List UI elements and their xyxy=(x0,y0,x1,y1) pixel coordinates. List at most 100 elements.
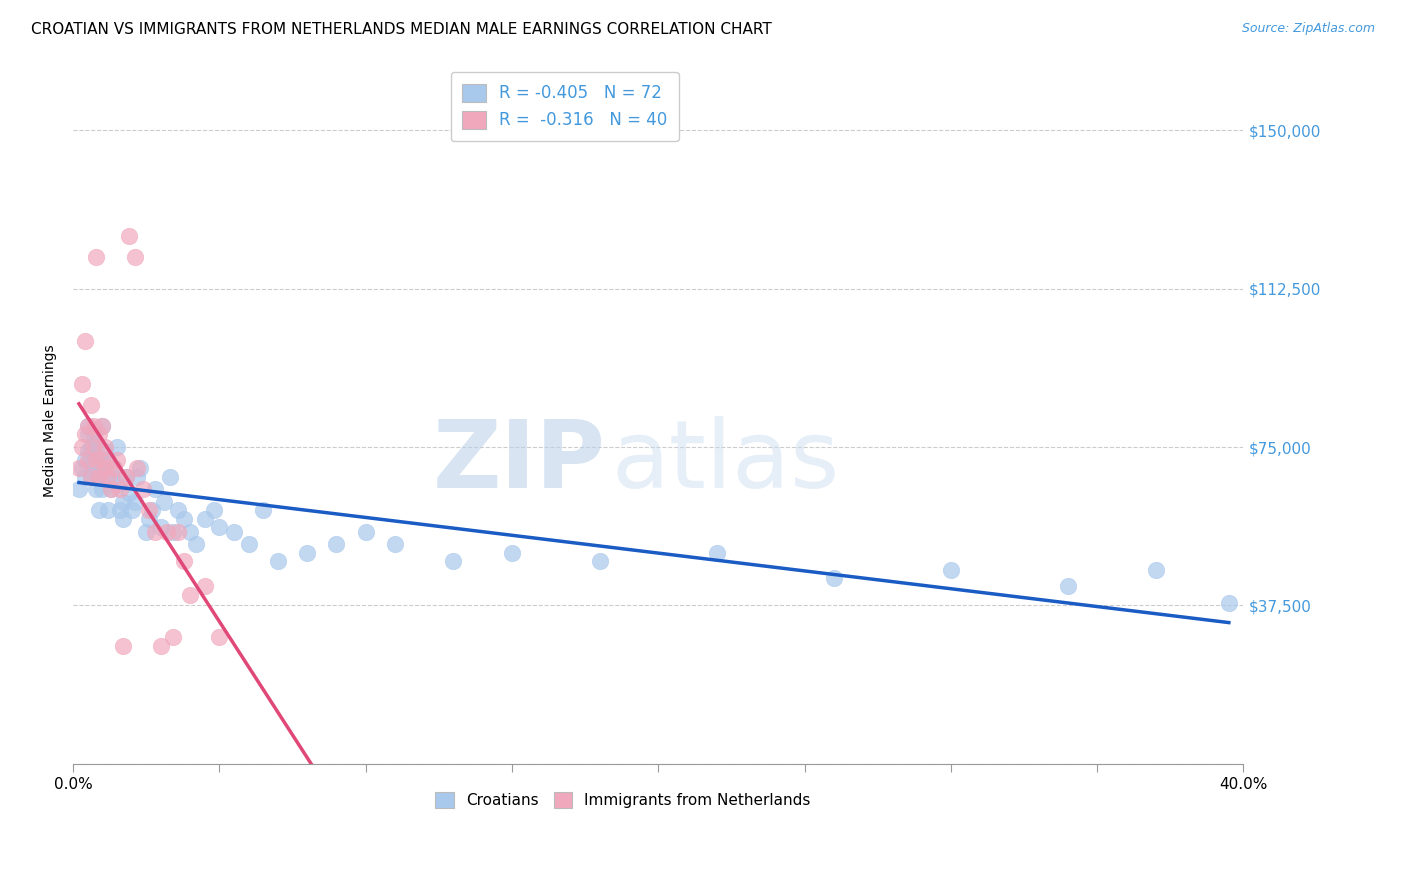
Point xyxy=(111,495,134,509)
Point xyxy=(97,503,120,517)
Point xyxy=(252,503,274,517)
Point xyxy=(118,486,141,500)
Point xyxy=(105,452,128,467)
Point xyxy=(94,469,117,483)
Point xyxy=(1218,596,1240,610)
Point xyxy=(89,469,111,483)
Point xyxy=(79,440,101,454)
Point xyxy=(127,469,149,483)
Point xyxy=(267,554,290,568)
Point xyxy=(105,440,128,454)
Point xyxy=(939,562,962,576)
Point xyxy=(167,524,190,539)
Point xyxy=(443,554,465,568)
Point xyxy=(79,398,101,412)
Point xyxy=(1057,579,1080,593)
Point xyxy=(94,461,117,475)
Point xyxy=(76,444,98,458)
Point xyxy=(354,524,377,539)
Point xyxy=(238,537,260,551)
Point xyxy=(86,250,108,264)
Point xyxy=(208,520,231,534)
Point xyxy=(67,483,90,497)
Point xyxy=(79,469,101,483)
Point xyxy=(129,461,152,475)
Point xyxy=(173,512,195,526)
Point xyxy=(91,418,114,433)
Point xyxy=(67,461,90,475)
Point xyxy=(202,503,225,517)
Point xyxy=(135,524,157,539)
Point xyxy=(97,452,120,467)
Point xyxy=(91,418,114,433)
Point xyxy=(103,461,125,475)
Point xyxy=(194,579,217,593)
Point xyxy=(70,440,93,454)
Point xyxy=(179,588,201,602)
Point xyxy=(73,334,96,349)
Point xyxy=(86,483,108,497)
Point xyxy=(208,630,231,644)
Point xyxy=(79,469,101,483)
Point xyxy=(149,639,172,653)
Point xyxy=(124,250,146,264)
Point xyxy=(501,546,523,560)
Point xyxy=(108,503,131,517)
Point xyxy=(73,427,96,442)
Point xyxy=(100,483,122,497)
Point xyxy=(70,461,93,475)
Point xyxy=(86,435,108,450)
Point xyxy=(97,469,120,483)
Point xyxy=(70,376,93,391)
Point xyxy=(111,639,134,653)
Point xyxy=(194,512,217,526)
Point xyxy=(111,512,134,526)
Point xyxy=(83,444,105,458)
Point xyxy=(143,524,166,539)
Point xyxy=(94,440,117,454)
Point xyxy=(706,546,728,560)
Point xyxy=(149,520,172,534)
Text: atlas: atlas xyxy=(612,416,839,508)
Point xyxy=(143,483,166,497)
Point xyxy=(138,512,160,526)
Point xyxy=(89,469,111,483)
Point xyxy=(384,537,406,551)
Point xyxy=(167,503,190,517)
Point xyxy=(94,444,117,458)
Point xyxy=(132,483,155,497)
Point xyxy=(118,228,141,243)
Point xyxy=(114,469,136,483)
Point xyxy=(76,418,98,433)
Point xyxy=(138,503,160,517)
Point xyxy=(127,461,149,475)
Point xyxy=(76,427,98,442)
Point xyxy=(83,418,105,433)
Point xyxy=(121,503,143,517)
Point xyxy=(162,524,184,539)
Point xyxy=(1144,562,1167,576)
Text: ZIP: ZIP xyxy=(433,416,606,508)
Point xyxy=(86,461,108,475)
Point xyxy=(159,469,181,483)
Point xyxy=(83,427,105,442)
Point xyxy=(184,537,207,551)
Point xyxy=(589,554,612,568)
Point xyxy=(100,469,122,483)
Point xyxy=(152,495,174,509)
Point xyxy=(76,418,98,433)
Point xyxy=(91,461,114,475)
Text: Source: ZipAtlas.com: Source: ZipAtlas.com xyxy=(1241,22,1375,36)
Point xyxy=(179,524,201,539)
Point xyxy=(73,469,96,483)
Text: CROATIAN VS IMMIGRANTS FROM NETHERLANDS MEDIAN MALE EARNINGS CORRELATION CHART: CROATIAN VS IMMIGRANTS FROM NETHERLANDS … xyxy=(31,22,772,37)
Point xyxy=(103,461,125,475)
Point xyxy=(89,452,111,467)
Point xyxy=(79,452,101,467)
Point xyxy=(124,495,146,509)
Point xyxy=(76,452,98,467)
Point xyxy=(83,440,105,454)
Point xyxy=(141,503,163,517)
Point xyxy=(89,503,111,517)
Point xyxy=(86,452,108,467)
